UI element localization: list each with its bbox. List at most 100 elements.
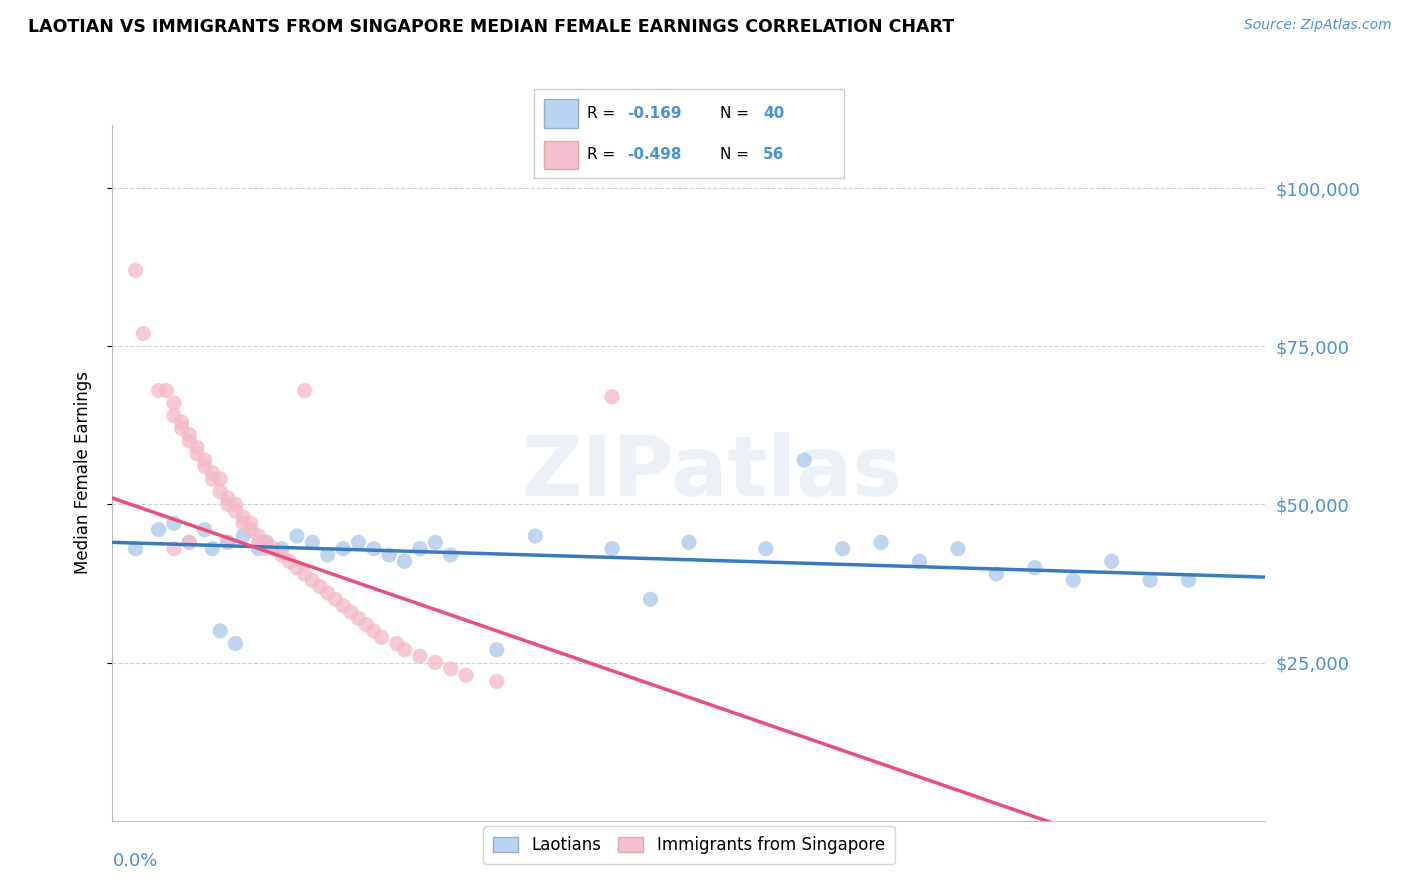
Point xyxy=(270,541,292,556)
Point xyxy=(1101,554,1123,568)
Point xyxy=(485,674,508,689)
Point xyxy=(301,574,323,588)
Point xyxy=(270,548,292,562)
Point xyxy=(454,668,477,682)
Text: R =: R = xyxy=(586,147,620,161)
FancyBboxPatch shape xyxy=(544,99,578,128)
Text: ZIPatlas: ZIPatlas xyxy=(522,433,903,513)
Point xyxy=(600,541,623,556)
Point xyxy=(339,605,361,619)
Point xyxy=(755,541,778,556)
Point xyxy=(163,396,186,410)
Point xyxy=(201,472,224,486)
Point xyxy=(678,535,700,549)
Point xyxy=(278,554,301,568)
Point xyxy=(425,656,447,670)
Point xyxy=(179,535,201,549)
Point xyxy=(254,541,277,556)
Point xyxy=(170,421,193,435)
Text: R =: R = xyxy=(586,106,620,120)
Text: N =: N = xyxy=(720,106,754,120)
Point xyxy=(194,523,217,537)
Text: N =: N = xyxy=(720,147,754,161)
Point xyxy=(247,535,270,549)
Point xyxy=(163,409,186,423)
Point xyxy=(201,541,224,556)
Text: Source: ZipAtlas.com: Source: ZipAtlas.com xyxy=(1244,18,1392,32)
Point xyxy=(600,390,623,404)
Point xyxy=(170,415,193,429)
Point xyxy=(263,541,285,556)
Point xyxy=(186,447,208,461)
Point xyxy=(254,535,277,549)
Point xyxy=(394,554,416,568)
Point xyxy=(946,541,969,556)
Point xyxy=(163,516,186,531)
Point xyxy=(378,548,401,562)
Point xyxy=(224,497,246,511)
Point xyxy=(232,516,254,531)
Point xyxy=(232,529,254,543)
Point xyxy=(209,472,232,486)
Point xyxy=(363,624,385,638)
Point xyxy=(232,510,254,524)
Point xyxy=(148,523,170,537)
Point xyxy=(440,548,463,562)
Point xyxy=(793,453,815,467)
Point xyxy=(409,541,432,556)
Point xyxy=(247,529,270,543)
Text: 56: 56 xyxy=(763,147,785,161)
Point xyxy=(347,611,370,625)
Point xyxy=(309,580,332,594)
Point xyxy=(148,384,170,398)
Point xyxy=(285,560,308,574)
Point xyxy=(385,636,408,650)
Point xyxy=(425,535,447,549)
Point xyxy=(640,592,662,607)
FancyBboxPatch shape xyxy=(544,141,578,169)
Point xyxy=(332,541,354,556)
Text: LAOTIAN VS IMMIGRANTS FROM SINGAPORE MEDIAN FEMALE EARNINGS CORRELATION CHART: LAOTIAN VS IMMIGRANTS FROM SINGAPORE MED… xyxy=(28,18,955,36)
Point xyxy=(124,541,146,556)
Point xyxy=(831,541,853,556)
Point xyxy=(201,466,224,480)
Point xyxy=(179,434,201,449)
Point xyxy=(294,384,316,398)
Point xyxy=(316,586,339,600)
Point xyxy=(986,566,1008,581)
Point xyxy=(239,523,262,537)
Point xyxy=(163,541,186,556)
Y-axis label: Median Female Earnings: Median Female Earnings xyxy=(73,371,91,574)
Point xyxy=(301,535,323,549)
Legend: Laotians, Immigrants from Singapore: Laotians, Immigrants from Singapore xyxy=(484,827,894,864)
Point xyxy=(254,535,277,549)
Point xyxy=(1062,574,1084,588)
Point xyxy=(370,630,392,644)
Point xyxy=(209,624,232,638)
Point xyxy=(347,535,370,549)
Point xyxy=(239,516,262,531)
Point xyxy=(316,548,339,562)
Point xyxy=(1139,574,1161,588)
Point xyxy=(194,459,217,474)
Point xyxy=(186,441,208,455)
Point xyxy=(870,535,893,549)
Point xyxy=(285,529,308,543)
Point xyxy=(194,453,217,467)
Point xyxy=(224,636,246,650)
Point xyxy=(179,535,201,549)
Point xyxy=(1177,574,1199,588)
Point xyxy=(209,484,232,499)
Point xyxy=(440,662,463,676)
Text: -0.498: -0.498 xyxy=(627,147,682,161)
Point xyxy=(217,535,239,549)
Text: 40: 40 xyxy=(763,106,785,120)
Point xyxy=(524,529,547,543)
Point xyxy=(217,491,239,505)
Point xyxy=(332,599,354,613)
Text: -0.169: -0.169 xyxy=(627,106,682,120)
Text: 0.0%: 0.0% xyxy=(112,852,157,870)
Point xyxy=(485,643,508,657)
Point xyxy=(224,504,246,518)
Point xyxy=(155,384,177,398)
